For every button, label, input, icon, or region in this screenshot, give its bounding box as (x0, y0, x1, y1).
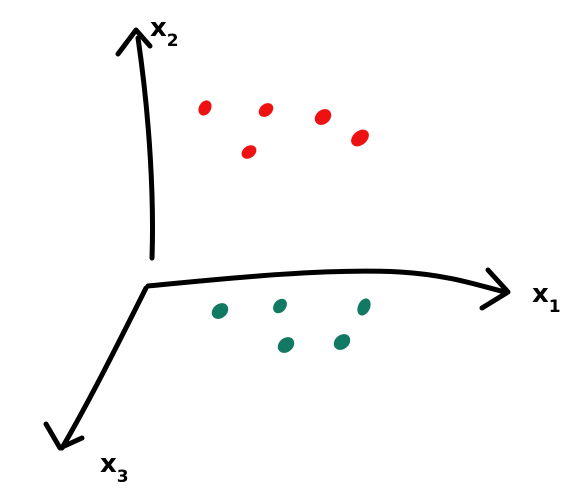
x1-axis-arrowhead (479, 267, 511, 311)
green-point (333, 334, 351, 350)
red-point (351, 129, 369, 147)
red-cluster (198, 100, 369, 159)
x3-axis-label: x3 (100, 449, 129, 487)
red-point (258, 103, 274, 117)
green-point (211, 303, 229, 319)
green-point (357, 298, 371, 316)
red-point (314, 109, 332, 125)
x3-axis-arrowhead (43, 421, 85, 451)
red-point (198, 100, 212, 116)
x2-axis-arrowhead (115, 27, 153, 57)
x1-axis-line (145, 268, 508, 295)
x3-axis-line (59, 285, 149, 451)
x1-axis-label: x1 (532, 279, 561, 317)
green-point (277, 337, 295, 353)
red-point (241, 145, 257, 159)
green-cluster (211, 298, 371, 353)
x2-axis-line (135, 35, 155, 261)
x2-axis-label: x2 (150, 13, 179, 51)
green-point (273, 298, 287, 314)
